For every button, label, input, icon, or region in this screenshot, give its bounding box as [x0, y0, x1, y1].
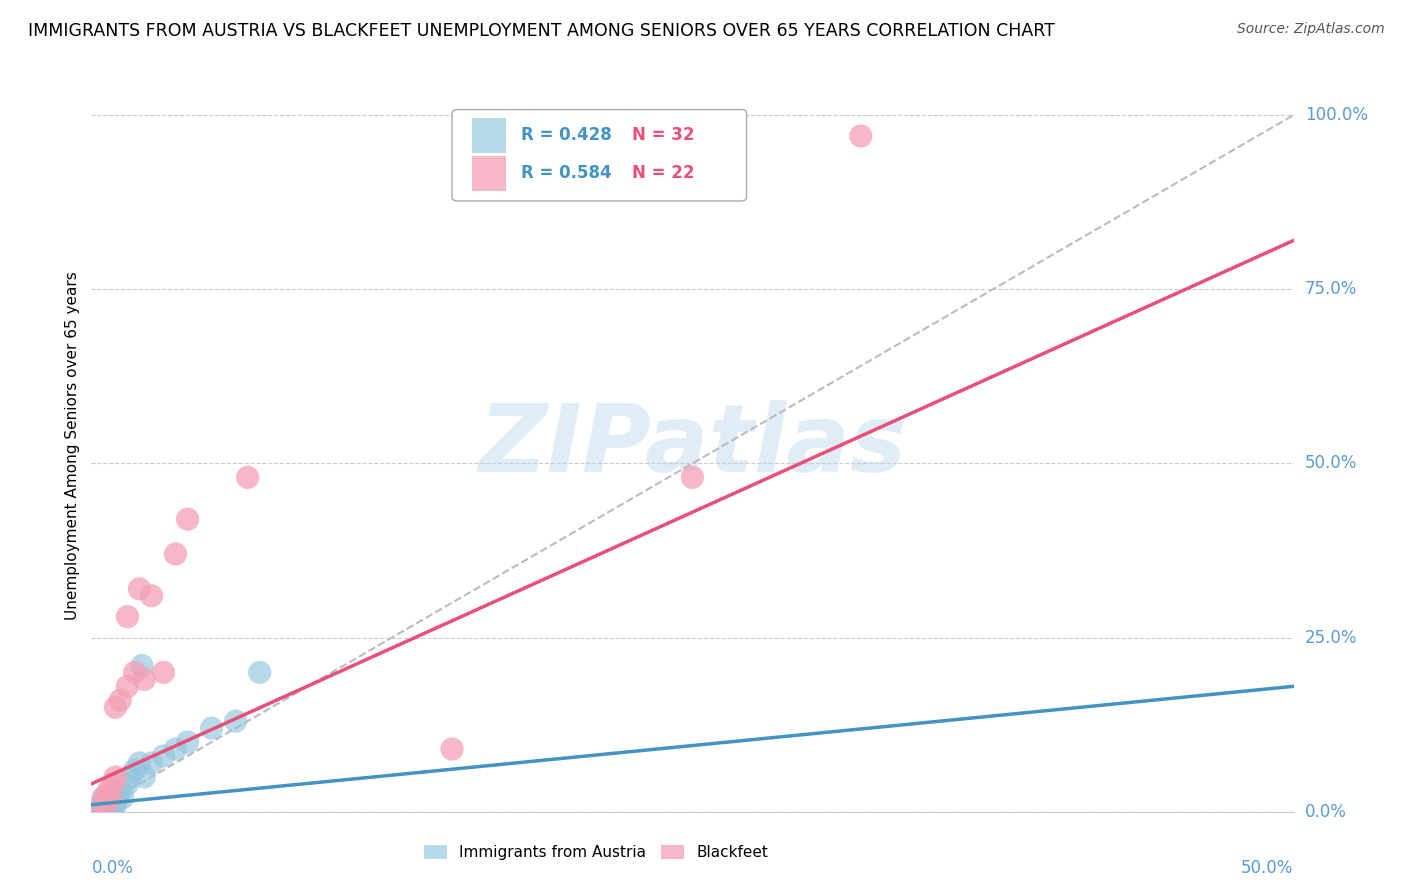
Y-axis label: Unemployment Among Seniors over 65 years: Unemployment Among Seniors over 65 years: [65, 272, 80, 620]
Point: [101, 777, 124, 791]
Point: [440, 742, 463, 756]
Point: [100, 790, 122, 805]
Point: [94, 797, 117, 812]
Point: [236, 470, 259, 484]
Point: [104, 770, 127, 784]
Point: [117, 679, 139, 693]
Point: [97, 805, 120, 819]
Point: [94, 805, 117, 819]
Point: [87, 805, 110, 819]
Point: [849, 128, 872, 143]
Text: 50.0%: 50.0%: [1305, 454, 1357, 473]
Point: [201, 721, 224, 735]
FancyBboxPatch shape: [472, 155, 506, 191]
Point: [110, 784, 132, 798]
Point: [87, 805, 110, 819]
Point: [110, 693, 132, 707]
Point: [101, 805, 124, 819]
Point: [93, 790, 115, 805]
Point: [93, 790, 115, 805]
Point: [107, 790, 129, 805]
Point: [141, 589, 163, 603]
Point: [104, 784, 127, 798]
Point: [225, 714, 247, 728]
Point: [134, 770, 156, 784]
Text: IMMIGRANTS FROM AUSTRIA VS BLACKFEET UNEMPLOYMENT AMONG SENIORS OVER 65 YEARS CO: IMMIGRANTS FROM AUSTRIA VS BLACKFEET UNE…: [28, 22, 1054, 40]
Text: N = 32: N = 32: [633, 126, 695, 145]
Point: [104, 797, 127, 812]
Point: [124, 665, 146, 680]
Point: [176, 512, 198, 526]
Point: [128, 582, 150, 596]
Point: [111, 790, 134, 805]
Point: [117, 777, 139, 791]
Text: 25.0%: 25.0%: [1305, 629, 1357, 647]
Legend: Immigrants from Austria, Blackfeet: Immigrants from Austria, Blackfeet: [418, 839, 775, 866]
Point: [124, 763, 146, 777]
Point: [152, 749, 174, 764]
Text: R = 0.584: R = 0.584: [520, 164, 612, 182]
Text: Source: ZipAtlas.com: Source: ZipAtlas.com: [1237, 22, 1385, 37]
Point: [117, 609, 139, 624]
Text: 50.0%: 50.0%: [1241, 859, 1294, 877]
Text: N = 22: N = 22: [633, 164, 695, 182]
Point: [104, 700, 127, 714]
Point: [131, 658, 153, 673]
Point: [141, 756, 163, 770]
Point: [90, 797, 112, 812]
Text: 75.0%: 75.0%: [1305, 280, 1357, 298]
Point: [93, 805, 115, 819]
Text: 100.0%: 100.0%: [1305, 106, 1368, 124]
Point: [681, 470, 703, 484]
Point: [100, 805, 122, 819]
Point: [97, 784, 120, 798]
Point: [101, 790, 124, 805]
Text: 0.0%: 0.0%: [91, 859, 134, 877]
Point: [100, 797, 122, 812]
Point: [118, 770, 141, 784]
Point: [152, 665, 174, 680]
Text: ZIPatlas: ZIPatlas: [478, 400, 907, 492]
Point: [97, 790, 120, 805]
Text: R = 0.428: R = 0.428: [520, 126, 612, 145]
FancyBboxPatch shape: [472, 118, 506, 153]
Point: [165, 742, 187, 756]
Text: 0.0%: 0.0%: [1305, 803, 1347, 821]
Point: [249, 665, 271, 680]
Point: [134, 673, 156, 687]
Point: [176, 735, 198, 749]
Point: [165, 547, 187, 561]
Point: [128, 756, 150, 770]
Point: [90, 805, 112, 819]
Point: [94, 797, 117, 812]
FancyBboxPatch shape: [451, 110, 747, 201]
Point: [93, 797, 115, 812]
